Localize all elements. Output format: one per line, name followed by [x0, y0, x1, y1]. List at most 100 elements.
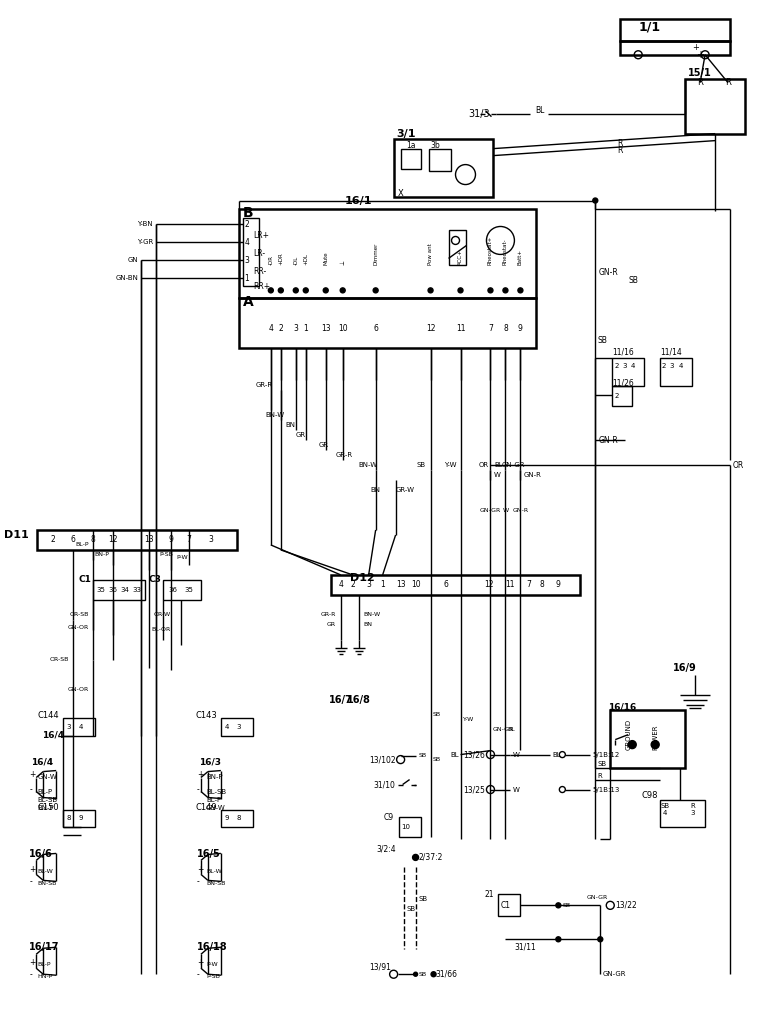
Text: P-W: P-W — [176, 555, 187, 560]
Text: 21: 21 — [485, 890, 494, 899]
Text: GN-R: GN-R — [598, 435, 618, 444]
Text: BL-W: BL-W — [37, 869, 53, 873]
Text: BL: BL — [536, 106, 545, 115]
Text: SB: SB — [418, 753, 427, 758]
Circle shape — [593, 198, 597, 203]
Text: 3: 3 — [67, 724, 71, 730]
Text: 10: 10 — [338, 324, 347, 333]
Text: D11: D11 — [5, 530, 29, 540]
Text: BL-W: BL-W — [206, 869, 222, 873]
Text: 2: 2 — [662, 364, 666, 370]
Text: Dimmer: Dimmer — [373, 243, 378, 265]
Text: -DR: -DR — [269, 255, 273, 265]
Bar — [610, 710, 685, 768]
Text: BL-SB: BL-SB — [37, 797, 57, 803]
Text: Y-W: Y-W — [444, 462, 457, 468]
Text: BL: BL — [507, 727, 515, 732]
Text: GN-W: GN-W — [206, 805, 226, 811]
Text: P-SB: P-SB — [159, 552, 173, 557]
Text: W: W — [493, 472, 500, 478]
Text: BN-P: BN-P — [206, 773, 223, 779]
Text: BL-P: BL-P — [37, 962, 50, 967]
Text: GN: GN — [128, 257, 138, 263]
Text: BN-W: BN-W — [363, 612, 381, 617]
Bar — [399, 817, 421, 838]
Text: 13: 13 — [145, 536, 154, 545]
Text: 13/102: 13/102 — [369, 755, 396, 764]
Bar — [243, 218, 259, 287]
Text: POWER: POWER — [653, 725, 658, 751]
Text: 12: 12 — [426, 324, 435, 333]
Text: C98: C98 — [642, 791, 658, 800]
Text: SB: SB — [407, 906, 415, 912]
Text: 9: 9 — [168, 536, 174, 545]
Circle shape — [303, 288, 308, 293]
Text: W: W — [503, 508, 509, 512]
Text: 16/5: 16/5 — [197, 850, 220, 859]
Text: 31/66: 31/66 — [435, 970, 457, 979]
Text: ACC+: ACC+ — [458, 250, 463, 265]
Text: 3/1: 3/1 — [396, 129, 416, 138]
Text: 6: 6 — [443, 581, 448, 590]
Text: 3: 3 — [293, 324, 298, 333]
Text: Pow ant: Pow ant — [428, 244, 433, 265]
Text: 3: 3 — [236, 724, 241, 730]
Text: 11/16: 11/16 — [612, 348, 634, 356]
Bar — [428, 148, 451, 171]
Bar — [685, 79, 745, 134]
Text: C1: C1 — [78, 575, 91, 585]
Text: R: R — [697, 78, 703, 87]
Text: -: - — [29, 877, 32, 886]
Text: +: + — [197, 770, 203, 779]
Text: 36: 36 — [168, 587, 177, 593]
Text: 4: 4 — [245, 238, 249, 247]
Text: -DL: -DL — [293, 256, 298, 265]
Text: SB: SB — [661, 803, 669, 809]
Text: A: A — [243, 295, 254, 309]
Text: 1a: 1a — [406, 141, 415, 151]
Text: Batt+: Batt+ — [518, 249, 523, 265]
Text: OR-SB: OR-SB — [50, 657, 69, 663]
Text: 7: 7 — [187, 536, 191, 545]
Text: 13: 13 — [396, 581, 405, 590]
Text: 8: 8 — [67, 815, 71, 821]
Text: -: - — [29, 785, 32, 794]
Text: SB: SB — [416, 462, 425, 468]
Text: GN-GR: GN-GR — [602, 971, 626, 977]
Text: GN-W: GN-W — [37, 773, 57, 779]
Text: C150: C150 — [37, 803, 59, 812]
Text: 9: 9 — [518, 324, 522, 333]
Text: +: + — [197, 957, 203, 967]
Text: 4: 4 — [79, 724, 83, 730]
Text: BN: BN — [371, 487, 381, 493]
Text: 31/10: 31/10 — [374, 780, 396, 790]
Bar — [330, 574, 581, 595]
Circle shape — [324, 288, 328, 293]
Text: 35: 35 — [184, 587, 194, 593]
Text: BN: BN — [363, 623, 373, 628]
Text: 1: 1 — [380, 581, 385, 590]
Text: 4: 4 — [225, 724, 229, 730]
Text: SB: SB — [628, 275, 638, 285]
Text: SB: SB — [432, 757, 441, 762]
Text: 7: 7 — [488, 324, 493, 333]
Text: BL: BL — [494, 462, 503, 468]
Text: Y-BN: Y-BN — [138, 221, 153, 227]
Text: BN-W: BN-W — [359, 462, 378, 468]
Text: C9: C9 — [383, 813, 394, 822]
Text: 36: 36 — [109, 587, 118, 593]
Text: -: - — [197, 785, 200, 794]
Text: 4: 4 — [631, 364, 636, 370]
Text: SB: SB — [597, 761, 607, 767]
Text: GN-OR: GN-OR — [68, 626, 90, 631]
Text: 9: 9 — [79, 815, 83, 821]
Circle shape — [340, 288, 345, 293]
Text: 16/6: 16/6 — [29, 850, 53, 859]
Text: BL-P: BL-P — [37, 788, 52, 795]
Text: GROUND: GROUND — [625, 719, 631, 751]
Text: 13/26: 13/26 — [464, 751, 486, 759]
Text: 8: 8 — [540, 581, 545, 590]
Text: SB: SB — [597, 336, 607, 345]
Bar — [93, 580, 145, 600]
Text: LR+: LR+ — [253, 231, 269, 240]
